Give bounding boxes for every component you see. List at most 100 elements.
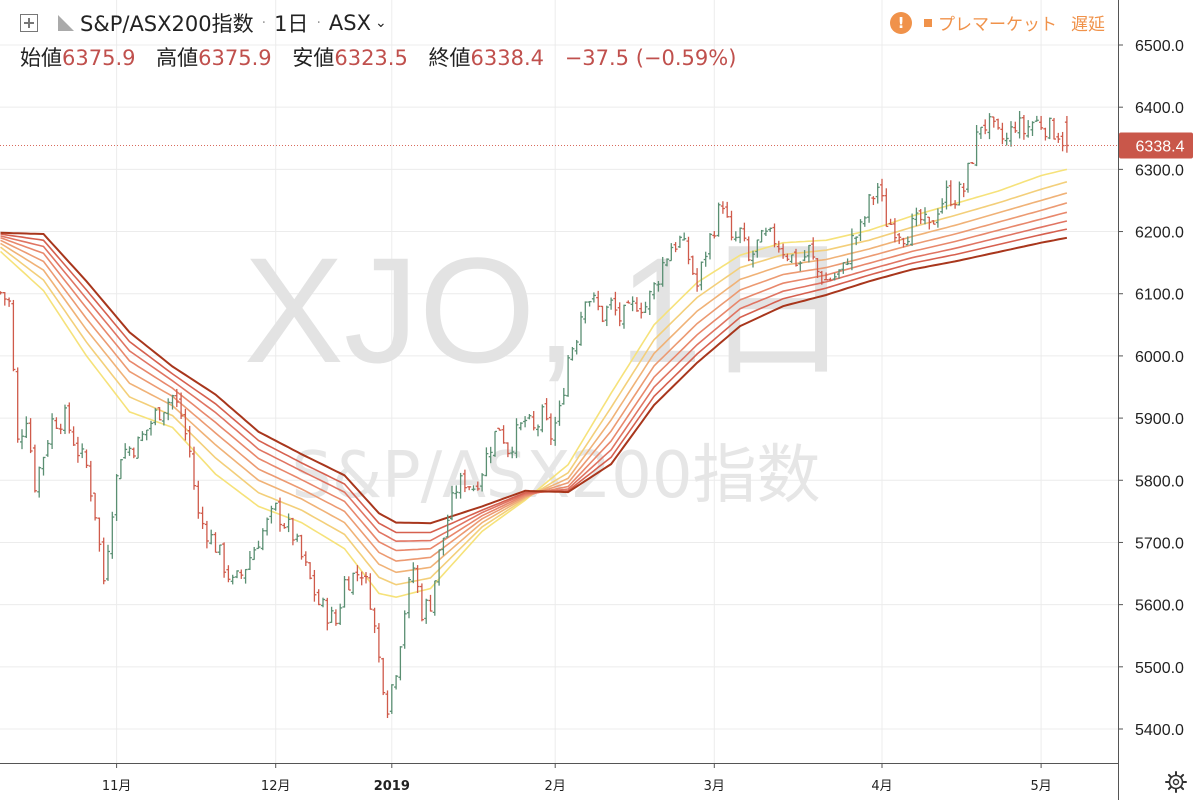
price-tick-label-1: 6400.0 — [1135, 100, 1184, 117]
candle-153 — [656, 280, 661, 292]
candle-54 — [230, 574, 235, 585]
gear-icon[interactable] — [1164, 770, 1188, 794]
time-axis[interactable]: 11月 12月 2019 2月 3月 4月 5月 — [0, 763, 1118, 794]
candle-115 — [493, 430, 497, 457]
price-axis[interactable]: 6500.0 6400.0 6300.0 6200.0 6100.0 6000.0 5900… — [1118, 0, 1184, 800]
candle-225 — [966, 162, 970, 193]
candle-89 — [381, 657, 386, 696]
candle-110 — [471, 485, 476, 492]
candle-93 — [398, 646, 403, 681]
candle-120 — [514, 418, 519, 459]
candle-33 — [140, 431, 145, 442]
candle-163 — [699, 261, 704, 291]
candle-2 — [7, 297, 12, 307]
price-tick-label-10: 5500.0 — [1135, 660, 1184, 677]
candle-109 — [467, 486, 472, 491]
candle-36 — [153, 408, 158, 426]
candle-146 — [626, 300, 631, 304]
candle-117 — [501, 425, 506, 444]
candle-206 — [884, 188, 889, 228]
candle-231 — [991, 116, 996, 128]
candles — [0, 110, 1069, 719]
warning-icon[interactable]: ! — [890, 11, 912, 34]
candle-73 — [312, 569, 317, 602]
candle-177 — [759, 229, 764, 243]
candle-71 — [303, 551, 308, 566]
candle-21 — [88, 460, 93, 502]
candle-76 — [325, 597, 330, 631]
candle-62 — [265, 517, 270, 536]
candle-39 — [166, 398, 171, 421]
symbol-row[interactable]: S&P/ASX200指数 · 1日 · ASX ⌄ — [20, 8, 387, 38]
candle-26 — [110, 511, 115, 559]
candle-194 — [832, 272, 837, 281]
candle-45 — [192, 446, 196, 490]
candle-103 — [441, 537, 446, 556]
candle-114 — [488, 446, 493, 464]
candle-181 — [776, 240, 781, 253]
candle-143 — [613, 291, 618, 316]
exchange[interactable]: ASX — [328, 11, 371, 35]
candle-69 — [295, 533, 300, 542]
candle-105 — [450, 485, 454, 521]
low-value: 6323.5 — [334, 46, 408, 70]
candle-96 — [411, 562, 416, 584]
time-tick-label-3: 2月 — [545, 779, 566, 794]
flag-icon[interactable] — [58, 15, 74, 31]
candle-56 — [239, 569, 244, 579]
candle-221 — [948, 180, 953, 207]
candle-227 — [974, 125, 979, 167]
candle-126 — [540, 404, 545, 433]
candle-209 — [897, 233, 902, 245]
market-status[interactable]: ! プレマーケット 遅延 — [890, 10, 1105, 35]
candle-170 — [729, 210, 734, 241]
candle-8 — [32, 444, 37, 493]
candle-32 — [136, 436, 141, 459]
price-tick-label-2: 6300.0 — [1135, 162, 1184, 179]
candle-77 — [329, 606, 334, 624]
separator-dot: · — [261, 15, 267, 31]
candle-192 — [824, 272, 829, 281]
candle-24 — [101, 537, 106, 585]
candle-121 — [518, 422, 523, 431]
candle-148 — [634, 297, 639, 312]
watermark-title: XJO, 1日 — [244, 226, 853, 394]
candle-149 — [639, 302, 644, 319]
candle-230 — [987, 113, 992, 140]
candle-245 — [1052, 117, 1056, 140]
interval[interactable]: 1日 — [274, 12, 309, 36]
candle-228 — [978, 126, 983, 139]
candle-72 — [308, 562, 313, 580]
ma-line-8 — [0, 231, 1068, 525]
candle-189 — [811, 237, 816, 260]
candle-1 — [2, 292, 7, 306]
candle-63 — [269, 505, 274, 524]
candle-90 — [385, 690, 390, 719]
chevron-down-icon[interactable]: ⌄ — [374, 15, 387, 31]
candle-203 — [871, 196, 876, 206]
candle-16 — [67, 402, 72, 434]
candle-184 — [789, 254, 794, 264]
candle-216 — [927, 216, 932, 230]
status-square-icon — [924, 18, 932, 27]
symbol-name[interactable]: S&P/ASX200指数 — [80, 12, 254, 36]
candle-201 — [862, 216, 867, 227]
candle-133 — [570, 346, 575, 361]
candle-155 — [665, 258, 669, 267]
candle-242 — [1039, 115, 1044, 130]
candle-123 — [527, 413, 532, 420]
candle-60 — [256, 540, 261, 550]
candle-70 — [299, 534, 304, 560]
candle-125 — [536, 424, 540, 437]
candle-213 — [914, 207, 919, 227]
candle-183 — [785, 253, 790, 262]
candle-15 — [63, 404, 67, 435]
candle-0 — [0, 291, 3, 295]
add-symbol-icon[interactable] — [20, 14, 38, 32]
open-value: 6375.9 — [62, 46, 136, 70]
price-tick-label-0: 6500.0 — [1135, 38, 1184, 55]
candle-131 — [561, 387, 566, 405]
candle-112 — [480, 473, 485, 492]
